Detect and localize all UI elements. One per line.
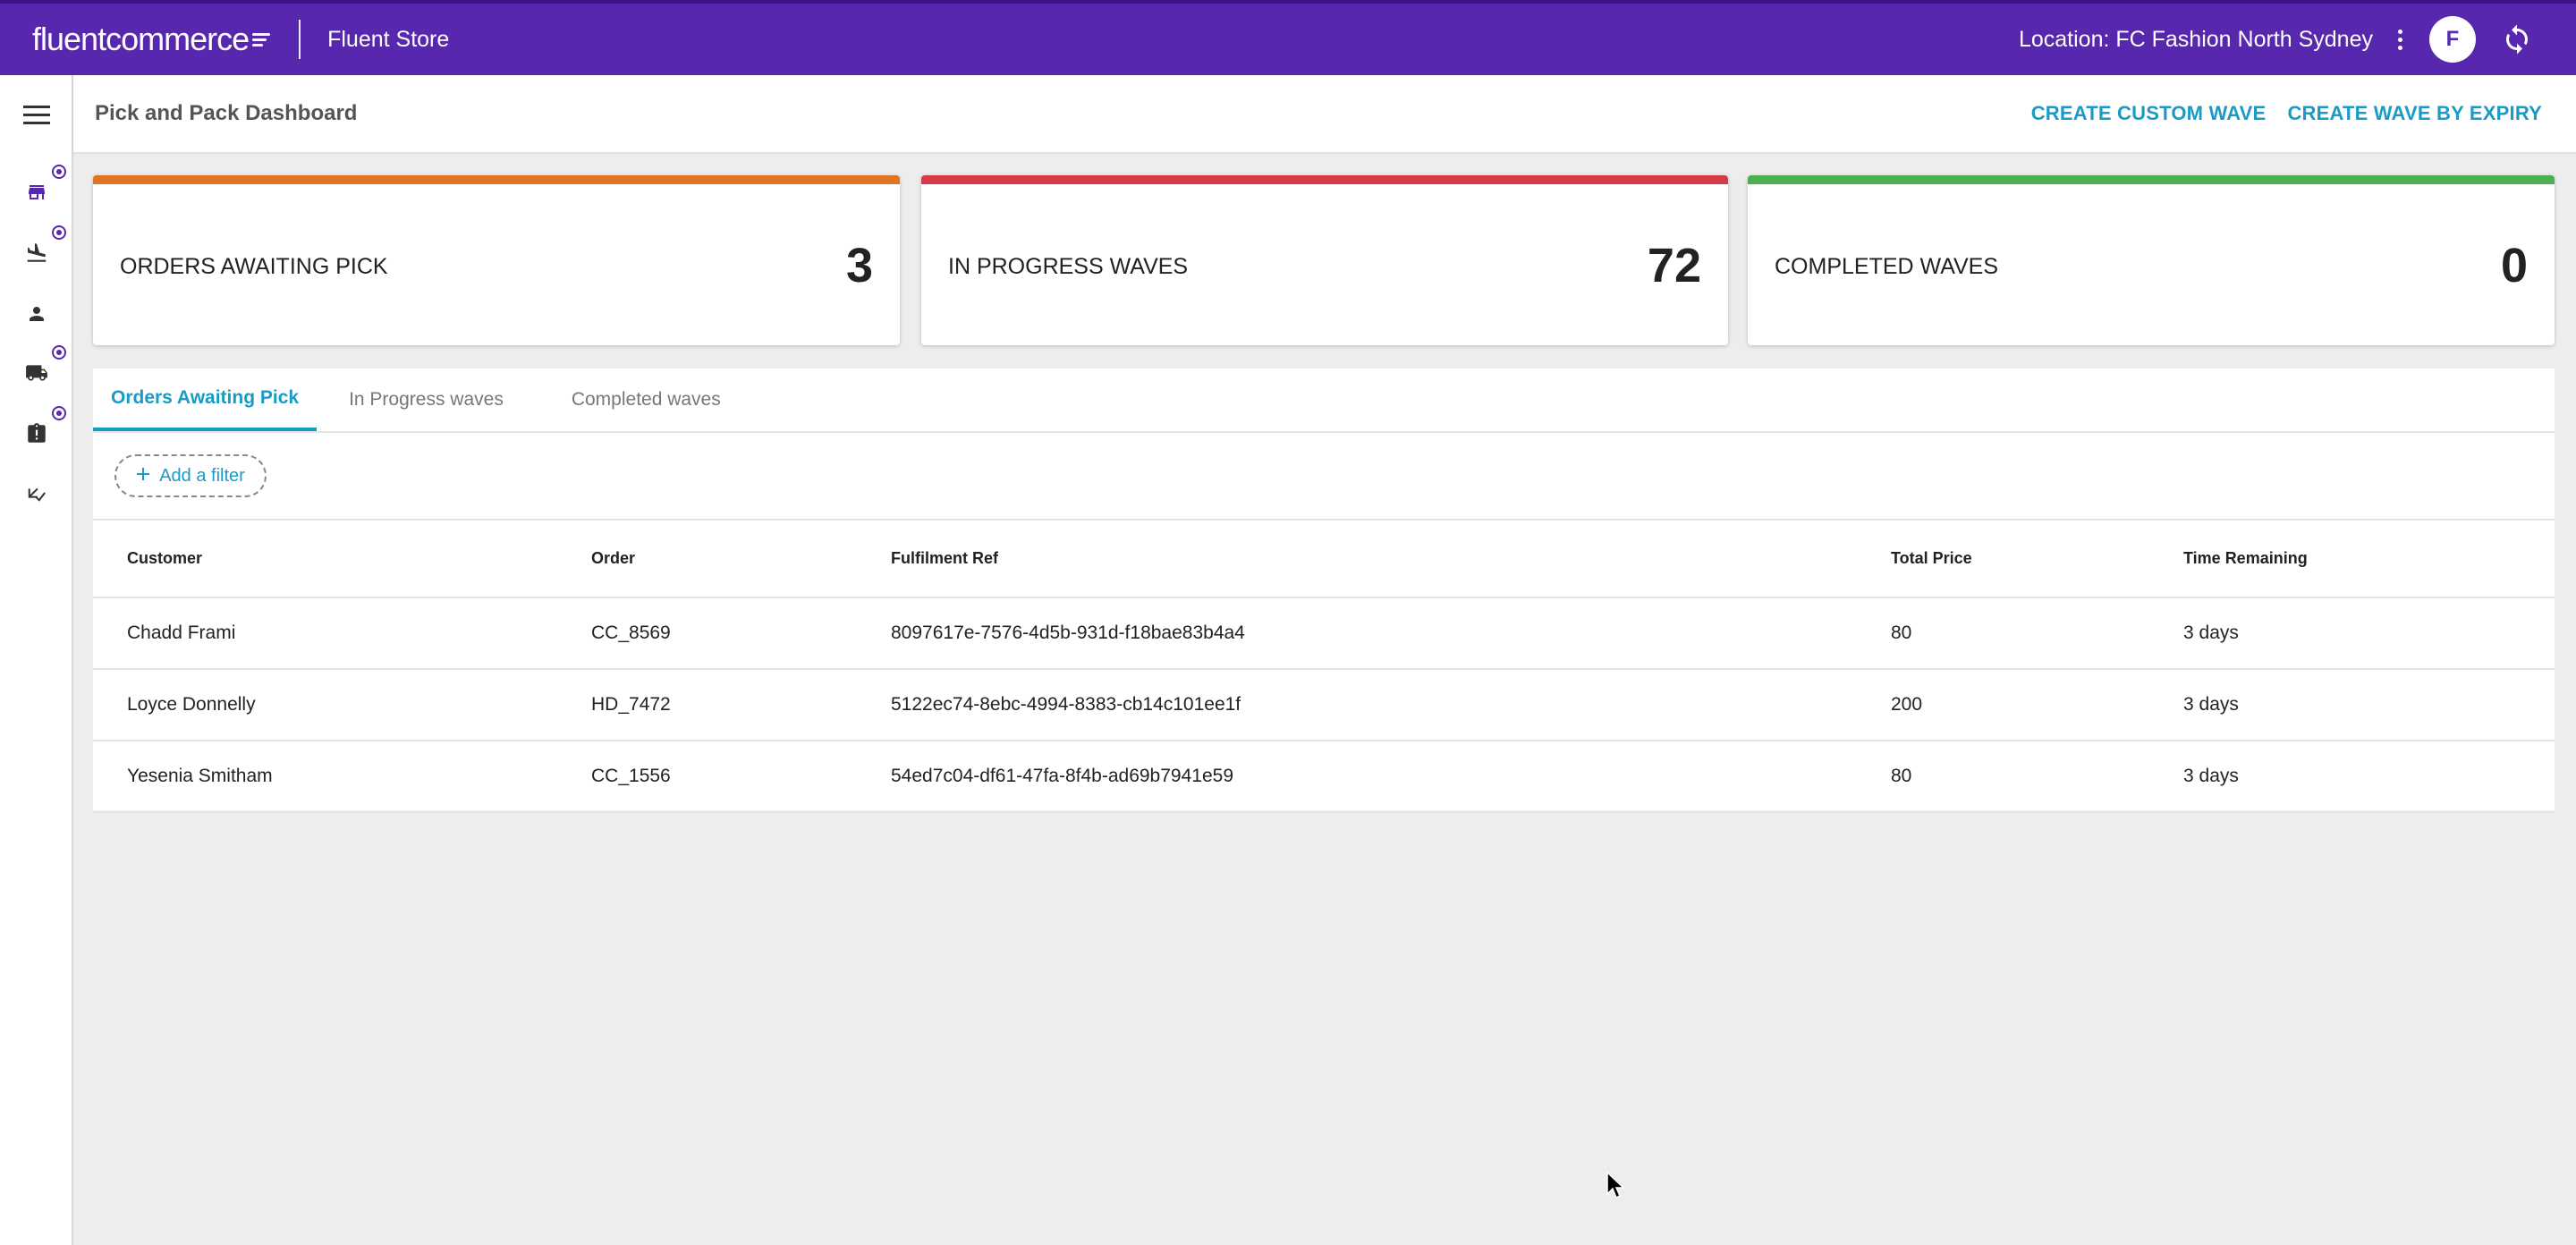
page-title: Pick and Pack Dashboard: [95, 101, 358, 125]
cell-total-price: 80: [1891, 597, 2183, 670]
cell-order: CC_1556: [591, 741, 891, 813]
in-progress-waves-card[interactable]: IN PROGRESS WAVES 72: [921, 175, 1728, 345]
tab-in-progress-waves[interactable]: In Progress waves: [349, 389, 504, 410]
table-row[interactable]: Chadd Frami CC_8569 8097617e-7576-4d5b-9…: [93, 597, 2555, 670]
cell-time-remaining: 3 days: [2183, 741, 2555, 813]
card-value: 0: [2500, 239, 2528, 292]
table-header-row: Customer Order Fulfilment Ref Total Pric…: [93, 521, 2555, 598]
tab-completed-waves[interactable]: Completed waves: [571, 389, 721, 410]
page-header: Pick and Pack Dashboard CREATE CUSTOM WA…: [73, 75, 2576, 154]
store-icon[interactable]: [20, 165, 66, 209]
flight-land-icon[interactable]: [20, 225, 66, 270]
cell-order: CC_8569: [591, 597, 891, 670]
add-filter-button[interactable]: Add a filter: [114, 454, 267, 497]
header-divider: [299, 20, 301, 59]
mouse-cursor-icon: [1606, 1171, 1626, 1205]
column-header-time-remaining[interactable]: Time Remaining: [2183, 521, 2555, 598]
orders-table: Customer Order Fulfilment Ref Total Pric…: [93, 521, 2555, 813]
add-filter-label: Add a filter: [159, 465, 245, 486]
menu-icon[interactable]: [20, 98, 54, 132]
card-accent-bar: [93, 175, 900, 184]
card-label: ORDERS AWAITING PICK: [120, 254, 388, 279]
cell-time-remaining: 3 days: [2183, 597, 2555, 670]
column-header-order[interactable]: Order: [591, 521, 891, 598]
cell-total-price: 80: [1891, 741, 2183, 813]
location-label[interactable]: Location: FC Fashion North Sydney: [2018, 26, 2373, 52]
clipboard-badge-icon: [52, 406, 66, 420]
card-accent-bar: [921, 175, 1728, 184]
cell-total-price: 200: [1891, 669, 2183, 741]
cell-fulfilment-ref: 5122ec74-8ebc-4994-8383-cb14c101ee1f: [891, 669, 1891, 741]
create-wave-by-expiry-button[interactable]: CREATE WAVE BY EXPIRY: [2287, 102, 2542, 124]
column-header-total-price[interactable]: Total Price: [1891, 521, 2183, 598]
card-value: 72: [1647, 239, 1701, 292]
table-row[interactable]: Loyce Donnelly HD_7472 5122ec74-8ebc-499…: [93, 669, 2555, 741]
tab-orders-awaiting-pick[interactable]: Orders Awaiting Pick: [93, 368, 318, 431]
cell-fulfilment-ref: 54ed7c04-df61-47fa-8f4b-ad69b7941e59: [891, 741, 1891, 813]
store-name: Fluent Store: [327, 26, 450, 52]
orders-awaiting-pick-card[interactable]: ORDERS AWAITING PICK 3: [93, 175, 900, 345]
checklist-icon[interactable]: [20, 476, 54, 510]
card-label: IN PROGRESS WAVES: [948, 254, 1189, 279]
truck-icon[interactable]: [20, 345, 66, 390]
logo-bars-icon: [252, 32, 271, 47]
more-options-icon[interactable]: [2398, 29, 2402, 50]
person-icon[interactable]: [20, 297, 54, 331]
fluent-commerce-logo[interactable]: fluentcommerce: [32, 21, 271, 58]
truck-badge-icon: [52, 345, 66, 360]
card-accent-bar: [1748, 175, 2555, 184]
side-navigation: [0, 75, 73, 1245]
cell-time-remaining: 3 days: [2183, 669, 2555, 741]
card-label: COMPLETED WAVES: [1775, 254, 1999, 279]
filter-row: Add a filter: [93, 433, 2555, 521]
cell-customer: Yesenia Smitham: [93, 741, 591, 813]
logo-text: fluentcommerce: [32, 21, 250, 57]
store-badge-icon: [52, 165, 66, 179]
table-row[interactable]: Yesenia Smitham CC_1556 54ed7c04-df61-47…: [93, 741, 2555, 813]
top-app-bar: fluentcommerce Fluent Store Location: FC…: [0, 0, 2576, 75]
cell-customer: Chadd Frami: [93, 597, 591, 670]
cell-fulfilment-ref: 8097617e-7576-4d5b-931d-f18bae83b4a4: [891, 597, 1891, 670]
tab-bar: Orders Awaiting Pick In Progress waves C…: [93, 368, 2555, 433]
orders-panel: Orders Awaiting Pick In Progress waves C…: [93, 368, 2555, 813]
create-custom-wave-button[interactable]: CREATE CUSTOM WAVE: [2030, 102, 2267, 124]
cell-order: HD_7472: [591, 669, 891, 741]
card-value: 3: [845, 239, 873, 292]
completed-waves-card[interactable]: COMPLETED WAVES 0: [1748, 175, 2555, 345]
plus-icon: [136, 466, 150, 487]
user-avatar[interactable]: F: [2429, 16, 2476, 63]
column-header-customer[interactable]: Customer: [93, 521, 591, 598]
refresh-icon[interactable]: [2494, 16, 2540, 63]
column-header-fulfilment-ref[interactable]: Fulfilment Ref: [891, 521, 1891, 598]
clipboard-alert-icon[interactable]: [20, 406, 66, 451]
cell-customer: Loyce Donnelly: [93, 669, 591, 741]
flight-badge-icon: [52, 225, 66, 240]
